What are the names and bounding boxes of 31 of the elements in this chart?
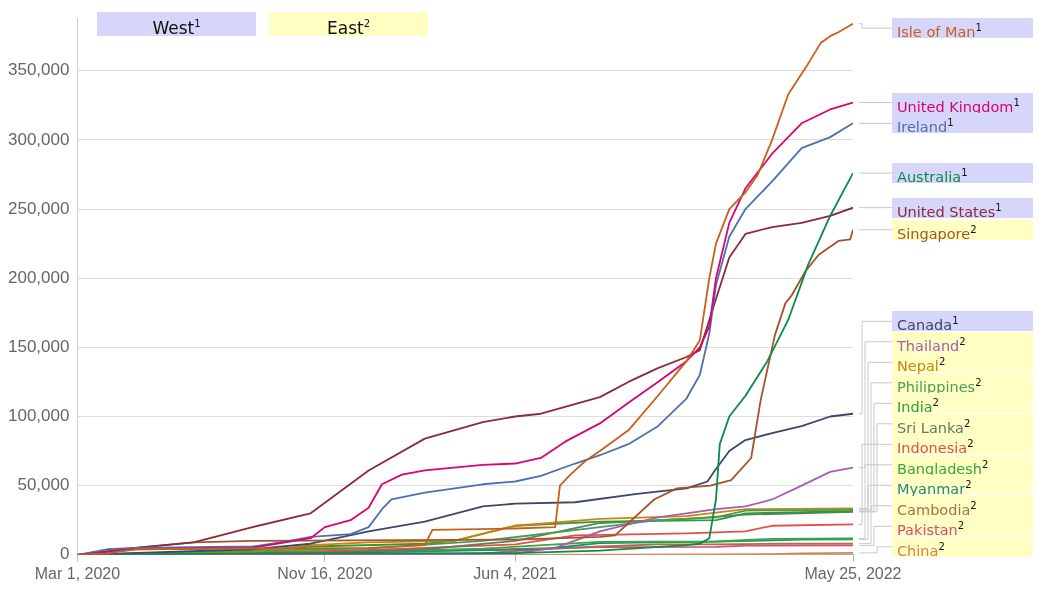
y-tick-label: 300,000 — [8, 129, 70, 149]
y-tick-label: 150,000 — [8, 337, 70, 357]
y-tick-label: 250,000 — [8, 198, 70, 218]
x-tick-label: Nov 16, 2020 — [277, 564, 373, 582]
group-key-box: West$^{1}$ — [97, 12, 256, 36]
text: Pakistan$^{2}$ — [892, 516, 1033, 539]
x-tick-label: Jun 4, 2021 — [473, 564, 558, 582]
text: United Kingdom$^{1}$ — [892, 92, 1033, 115]
text: Indonesia$^{2}$ — [892, 434, 1033, 457]
x-tick-label: Mar 1, 2020 — [34, 564, 121, 582]
y-tick-label: 50,000 — [17, 475, 70, 495]
text: Sri Lanka$^{2}$ — [892, 413, 1033, 436]
group-key-box: East$^{2}$ — [269, 12, 428, 36]
y-tick-label: 100,000 — [8, 406, 70, 426]
y-tick-label: 0 — [59, 544, 70, 564]
text: Thailand$^{2}$ — [892, 331, 1033, 354]
text: Cambodia$^{2}$ — [892, 495, 1033, 518]
text: Myanmar$^{2}$ — [892, 475, 1033, 498]
x-tick-label: May 25, 2022 — [804, 564, 902, 582]
y-tick-label: 200,000 — [8, 267, 70, 287]
text: Singapore$^{2}$ — [892, 219, 1033, 242]
y-tick-label: 350,000 — [8, 60, 70, 80]
text: United States$^{1}$ — [892, 197, 1033, 220]
text: Australia$^{1}$ — [892, 163, 1033, 185]
text: Ireland$^{1}$ — [892, 113, 1033, 136]
text: China$^{2}$ — [892, 536, 1033, 559]
text: Nepal$^{2}$ — [892, 352, 1033, 375]
text: Canada$^{1}$ — [892, 311, 1033, 334]
text: Isle of Man$^{1}$ — [892, 18, 1033, 41]
text: Bangladesh$^{2}$ — [892, 454, 1033, 477]
text: India$^{2}$ — [892, 393, 1033, 416]
